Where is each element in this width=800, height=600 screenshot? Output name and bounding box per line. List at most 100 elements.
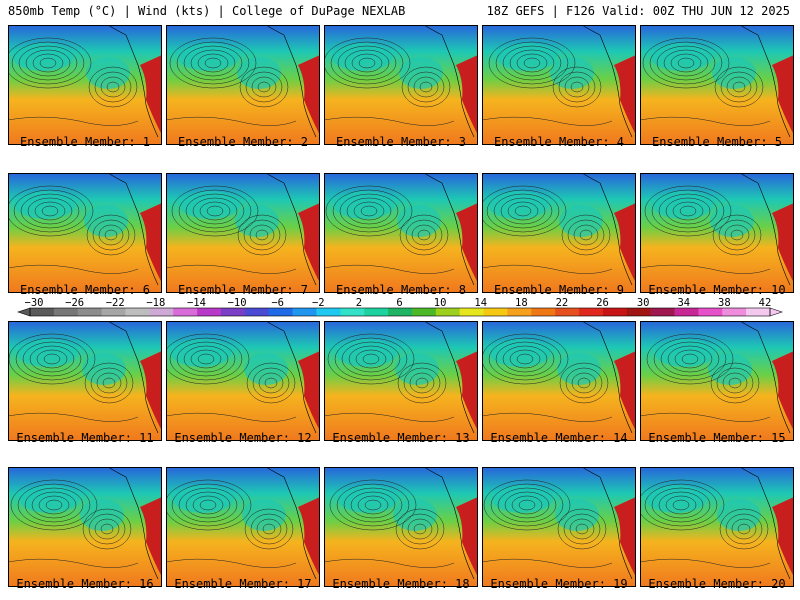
colorbar-tick-label: −22 <box>105 297 125 309</box>
colorbar-swatch <box>411 308 437 316</box>
ensemble-map-panel <box>324 467 478 587</box>
colorbar-swatch <box>674 308 699 316</box>
ensemble-member-label: Ensemble Member: 16 <box>16 577 154 591</box>
colorbar-tick-label: 18 <box>515 297 528 309</box>
ensemble-member-label: Ensemble Member: 19 <box>490 577 628 591</box>
colorbar-tick-label: 6 <box>396 297 403 309</box>
colorbar-swatch <box>650 308 675 316</box>
ensemble-member-label: Ensemble Member: 17 <box>174 577 312 591</box>
colorbar-tick-label: 26 <box>596 297 609 309</box>
colorbar-swatch <box>507 308 532 316</box>
colorbar-swatch <box>555 308 580 316</box>
temperature-map <box>640 173 794 293</box>
ensemble-map-panel <box>324 25 478 145</box>
colorbar-swatch <box>292 308 317 316</box>
colorbar-tick-label: 38 <box>718 297 731 309</box>
temperature-map <box>482 173 636 293</box>
ensemble-member-label: Ensemble Member: 15 <box>648 431 786 445</box>
colorbar-swatch <box>125 308 150 316</box>
ensemble-map-panel <box>166 321 320 441</box>
ensemble-member-label: Ensemble Member: 3 <box>335 135 467 149</box>
colorbar-swatch <box>626 308 651 316</box>
ensemble-member-label: Ensemble Member: 1 <box>19 135 151 149</box>
temperature-map <box>482 321 636 441</box>
ensemble-map-panel <box>482 25 636 145</box>
ensemble-map-panel <box>8 173 162 293</box>
header-title: 850mb Temp (°C) | Wind (kts) | College o… <box>8 4 406 18</box>
colorbar-swatch <box>531 308 556 316</box>
temperature-map <box>640 321 794 441</box>
colorbar-tick-label: −6 <box>271 297 284 309</box>
colorbar-swatch <box>722 308 747 316</box>
ensemble-member-label: Ensemble Member: 4 <box>493 135 625 149</box>
colorbar-swatch <box>483 308 508 316</box>
ensemble-map-panel <box>8 321 162 441</box>
colorbar-tick-label: 22 <box>555 297 569 309</box>
colorbar-swatch <box>579 308 604 316</box>
header-run-info: 18Z GEFS | F126 Valid: 00Z THU JUN 12 20… <box>486 4 790 18</box>
ensemble-member-label: Ensemble Member: 11 <box>16 431 154 445</box>
ensemble-map-panel <box>8 25 162 145</box>
temperature-map <box>166 173 320 293</box>
colorbar-swatch <box>746 308 771 316</box>
colorbar-tick-label: 34 <box>677 297 691 309</box>
temperature-map <box>8 467 162 587</box>
colorbar-swatch <box>77 308 102 316</box>
ensemble-member-label: Ensemble Member: 12 <box>174 431 312 445</box>
colorbar-tick-label: −2 <box>311 297 325 309</box>
ensemble-map-panel <box>324 321 478 441</box>
colorbar-tick-label: −18 <box>146 297 166 309</box>
colorbar-swatch <box>698 308 723 316</box>
colorbar-swatch <box>197 308 222 316</box>
temperature-map <box>482 467 636 587</box>
colorbar-swatch <box>30 308 55 316</box>
ensemble-map-panel <box>166 173 320 293</box>
ensemble-map-panel <box>166 467 320 587</box>
temperature-map <box>166 467 320 587</box>
ensemble-member-label: Ensemble Member: 14 <box>490 431 628 445</box>
ensemble-map-panel <box>640 25 794 145</box>
colorbar-swatch <box>173 308 198 316</box>
ensemble-member-label: Ensemble Member: 10 <box>648 283 786 297</box>
colorbar-swatch <box>364 308 389 316</box>
ensemble-map-panel <box>640 173 794 293</box>
ensemble-map-panel <box>166 25 320 145</box>
ensemble-member-label: Ensemble Member: 20 <box>648 577 786 591</box>
colorbar-swatch <box>459 308 484 316</box>
colorbar-tick-label: 14 <box>474 297 488 309</box>
colorbar-swatch <box>388 308 413 316</box>
ensemble-map-panel <box>640 467 794 587</box>
temperature-map <box>166 321 320 441</box>
temperature-map <box>8 321 162 441</box>
colorbar-swatch <box>101 308 126 316</box>
temperature-map <box>8 173 162 293</box>
temperature-map <box>324 25 478 145</box>
ensemble-member-label: Ensemble Member: 9 <box>493 283 625 297</box>
colorbar-swatch <box>268 308 293 316</box>
colorbar-tick-label: −14 <box>186 297 206 309</box>
ensemble-map-panel <box>324 173 478 293</box>
ensemble-map-panel <box>482 467 636 587</box>
temperature-map <box>324 467 478 587</box>
colorbar-swatch <box>435 308 460 316</box>
colorbar-tick-label: −30 <box>24 297 44 309</box>
ensemble-member-label: Ensemble Member: 6 <box>19 283 151 297</box>
temperature-map <box>482 25 636 145</box>
colorbar-swatch <box>149 308 174 316</box>
colorbar-tick-label: 2 <box>355 297 363 309</box>
ensemble-member-label: Ensemble Member: 5 <box>651 135 783 149</box>
ensemble-map-panel <box>482 321 636 441</box>
colorbar-swatch <box>53 308 79 316</box>
ensemble-map-panel <box>640 321 794 441</box>
ensemble-member-label: Ensemble Member: 13 <box>332 431 470 445</box>
colorbar-tick-label: 10 <box>433 297 447 309</box>
colorbar-swatch <box>220 308 246 316</box>
temperature-map <box>640 467 794 587</box>
colorbar-swatch <box>244 308 270 316</box>
ensemble-map-panel <box>8 467 162 587</box>
ensemble-member-label: Ensemble Member: 2 <box>177 135 309 149</box>
colorbar-swatch <box>316 308 341 316</box>
temperature-map <box>324 321 478 441</box>
colorbar-tick-label: 30 <box>636 297 650 309</box>
temperature-map <box>166 25 320 145</box>
